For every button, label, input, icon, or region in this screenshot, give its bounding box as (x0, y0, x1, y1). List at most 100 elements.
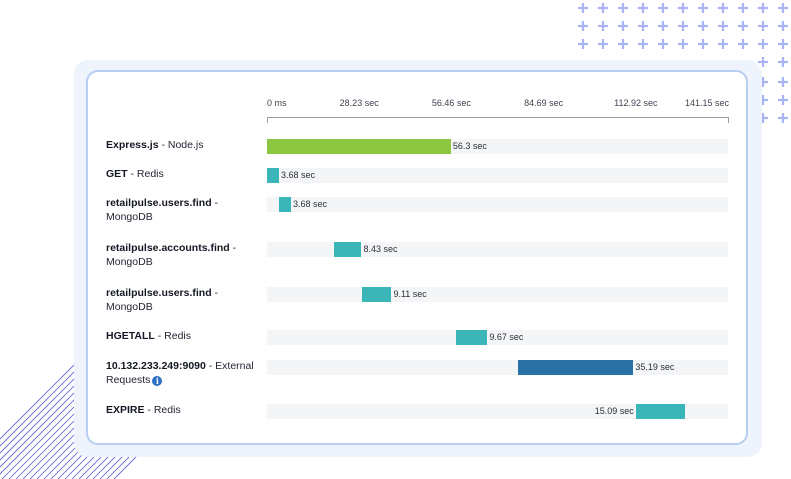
span-label: GET - Redis (106, 167, 266, 181)
span-duration-bar[interactable] (333, 242, 362, 257)
plus-icon (598, 39, 608, 49)
span-track: 8.43 sec (267, 242, 728, 257)
plus-icon (618, 21, 628, 31)
plus-icon (738, 39, 748, 49)
plus-icon (758, 21, 768, 31)
span-service-name: EXPIRE (106, 404, 145, 416)
span-track: 9.67 sec (267, 330, 728, 345)
span-track: 3.68 sec (267, 197, 728, 212)
plus-icon (638, 21, 648, 31)
span-service-type: - (229, 242, 237, 254)
axis-tick-label: 141.15 sec (684, 98, 729, 108)
plus-icon (778, 77, 788, 87)
span-duration-bar[interactable] (361, 287, 392, 302)
plus-icon (778, 95, 788, 105)
span-track: 15.09 sec (267, 404, 728, 419)
span-duration-bar[interactable] (267, 168, 280, 183)
span-label: HGETALL - Redis (106, 329, 266, 343)
info-icon[interactable]: i (152, 376, 163, 386)
plus-icon (778, 57, 788, 67)
axis-tick-label: 0 ms (267, 98, 287, 108)
span-service-name: GET (106, 168, 128, 180)
span-service-type-line2: MongoDB (106, 301, 153, 313)
axis-tick-label: 84.69 sec (524, 98, 564, 108)
span-service-type: - External (205, 360, 254, 372)
plus-icon (778, 39, 788, 49)
axis-tick-label: 28.23 sec (339, 98, 379, 108)
span-duration-label: 9.11 sec (393, 289, 427, 299)
span-service-type: - (211, 287, 219, 299)
span-label: retailpulse.users.find - MongoDB (106, 286, 266, 314)
span-track: 3.68 sec (267, 168, 728, 183)
span-service-type: - Redis (127, 168, 164, 180)
plus-icon (718, 3, 728, 13)
plus-icon (578, 21, 588, 31)
plus-icon (598, 3, 608, 13)
span-duration-bar[interactable] (455, 330, 488, 345)
span-duration-label: 35.19 sec (635, 362, 675, 372)
plus-icon (718, 39, 728, 49)
span-service-name: retailpulse.accounts.find (106, 242, 230, 254)
plus-icon (738, 21, 748, 31)
plus-icon (638, 3, 648, 13)
axis-tick-label: 112.92 sec (614, 98, 658, 108)
trace-waterfall-card (86, 70, 748, 445)
plus-icon (698, 39, 708, 49)
plus-icon (658, 3, 668, 13)
span-service-name: Express.js (106, 139, 159, 151)
axis-tick-label: 56.46 sec (431, 98, 471, 108)
timeline-axis-line (267, 117, 728, 118)
span-duration-label: 56.3 sec (452, 141, 487, 151)
span-track: 35.19 sec (267, 360, 728, 375)
plus-icon (618, 3, 628, 13)
span-duration-bar[interactable] (635, 404, 686, 419)
span-label: 10.132.233.249:9090 - External Requests i (106, 359, 266, 387)
span-service-type: - Node.js (158, 139, 204, 151)
plus-icon (678, 3, 688, 13)
span-label: EXPIRE - Redis (106, 403, 266, 417)
plus-icon (758, 39, 768, 49)
span-track: 9.11 sec (267, 287, 728, 302)
span-label: Express.js - Node.js (106, 138, 266, 152)
plus-icon (678, 21, 688, 31)
plus-icon (678, 39, 688, 49)
span-service-type: - Redis (144, 404, 181, 416)
plus-icon (658, 21, 668, 31)
span-label: retailpulse.accounts.find - MongoDB (106, 241, 266, 269)
plus-icon (578, 39, 588, 49)
plus-icon (778, 21, 788, 31)
span-track: 56.3 sec (267, 139, 728, 154)
plus-icon (598, 21, 608, 31)
axis-cap-start (267, 117, 268, 123)
span-service-name: retailpulse.users.find (106, 287, 212, 299)
plus-icon (698, 21, 708, 31)
span-duration-bar[interactable] (518, 360, 634, 375)
plus-icon (758, 3, 768, 13)
span-service-name: HGETALL (106, 330, 155, 342)
plus-icon (718, 21, 728, 31)
span-service-type-line2: MongoDB (106, 256, 153, 268)
span-service-type-line2: Requests (106, 374, 151, 386)
plus-icon (778, 113, 788, 123)
plus-icon (638, 39, 648, 49)
span-duration-label: 3.68 sec (281, 170, 316, 180)
plus-icon (698, 3, 708, 13)
span-service-name: 10.132.233.249:9090 (106, 360, 206, 372)
axis-cap-end (728, 117, 729, 123)
span-duration-bar[interactable] (267, 139, 451, 154)
span-service-type: - (211, 197, 219, 209)
plus-icon (618, 39, 628, 49)
plus-icon (778, 3, 788, 13)
span-label: retailpulse.users.find - MongoDB (106, 196, 266, 224)
span-duration-label: 15.09 sec (594, 406, 634, 416)
span-duration-label: 9.67 sec (489, 332, 524, 342)
plus-icon (578, 3, 588, 13)
plus-icon (658, 39, 668, 49)
plus-icon (738, 3, 748, 13)
span-duration-label: 8.43 sec (363, 244, 398, 254)
span-service-type: - Redis (154, 330, 191, 342)
span-service-name: retailpulse.users.find (106, 197, 212, 209)
span-duration-label: 3.68 sec (293, 199, 328, 209)
span-duration-bar[interactable] (279, 197, 292, 212)
span-service-type-line2: MongoDB (106, 211, 153, 223)
